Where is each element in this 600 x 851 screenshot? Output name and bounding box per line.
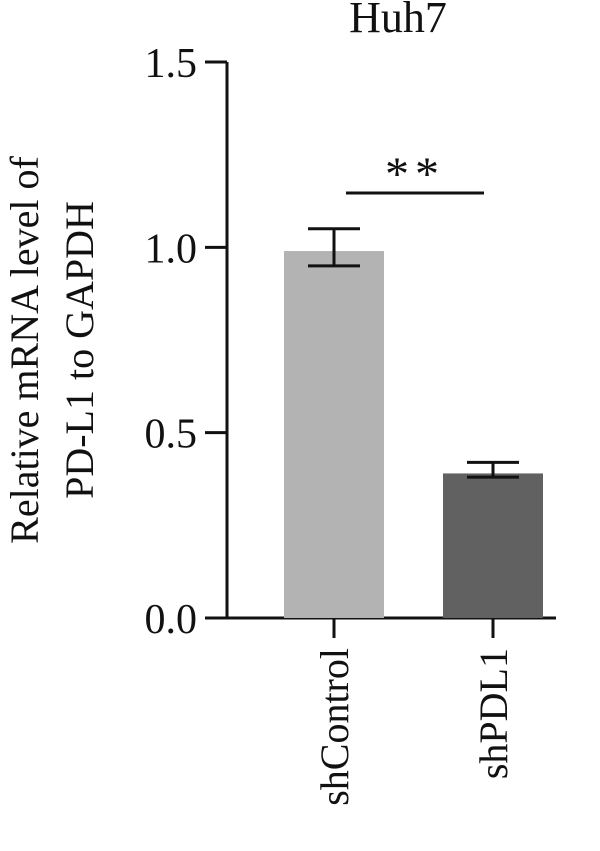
y-axis-ticks: 0.0 0.5 1.0 1.5	[145, 41, 227, 643]
y-tick-label: 1.0	[145, 226, 198, 272]
bar-shControl	[284, 251, 384, 619]
chart-title: Huh7	[349, 0, 447, 42]
bar-shPDL1	[443, 473, 543, 618]
x-tick-label: shControl	[312, 648, 357, 806]
bars-group	[284, 251, 543, 619]
y-tick-label: 0.0	[145, 597, 198, 643]
y-tick-label: 1.5	[145, 41, 198, 87]
y-axis-label-line: Relative mRNA level of	[2, 155, 47, 543]
x-tick-label: shPDL1	[471, 648, 516, 779]
error-bars-group	[308, 227, 519, 479]
y-tick-label: 0.5	[145, 412, 198, 458]
significance-label: **	[385, 148, 445, 201]
significance-annotation: **	[346, 148, 484, 201]
y-axis-label: Relative mRNA level of PD-L1 to GAPDH	[2, 155, 102, 543]
y-axis-label-line: PD-L1 to GAPDH	[57, 201, 102, 499]
x-axis-ticks: shControl shPDL1	[312, 618, 516, 806]
